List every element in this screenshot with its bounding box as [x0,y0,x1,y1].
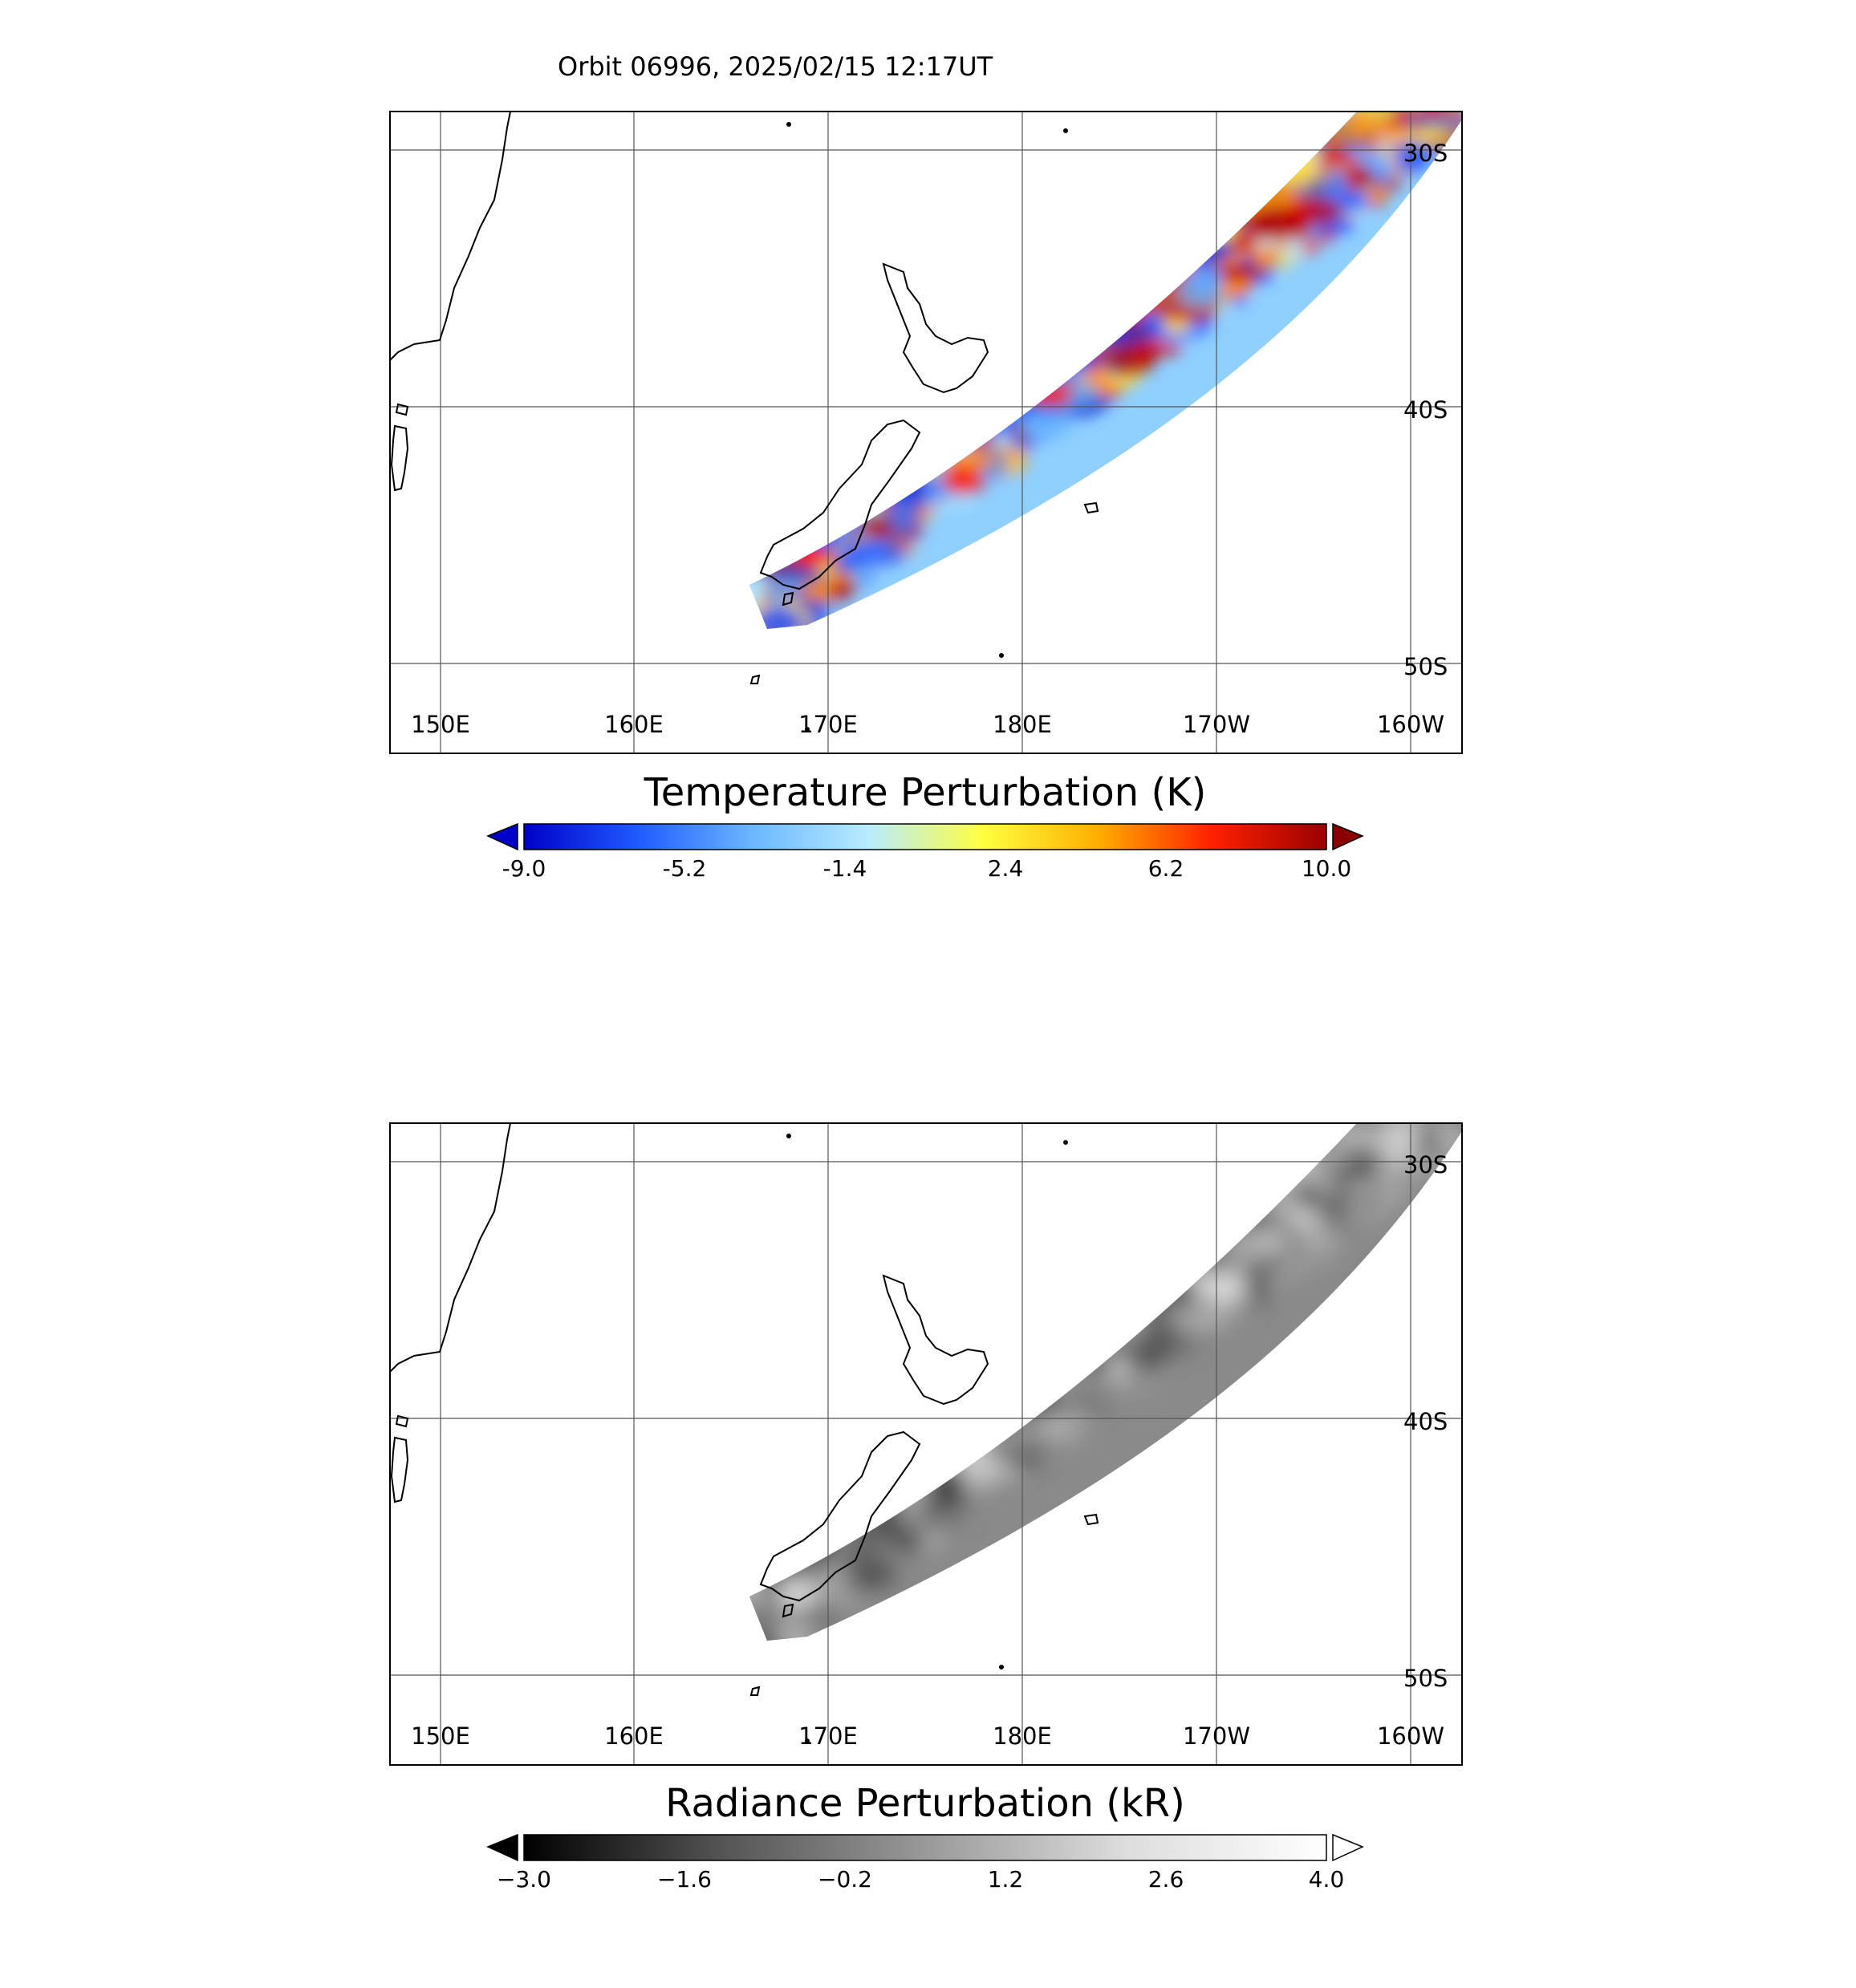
temperature-over-arrow [1332,822,1364,851]
radiance-tick: −1.6 [657,1866,712,1893]
lon-label-150e: 150E [411,711,470,738]
lat-label-40s: 40S [1403,396,1448,424]
lon-label-160e: 160E [604,1722,664,1750]
temperature-under-arrow [486,822,518,851]
temperature-tick: 2.4 [987,855,1024,882]
temperature-tick: 10.0 [1301,855,1352,882]
radiance-tick: −0.2 [818,1866,872,1893]
radiance-tick: 1.2 [987,1866,1024,1893]
temperature-colorbar: Temperature Perturbation (K) -9.0 -5.2 -… [486,770,1364,899]
swathR-texture [749,1123,1462,1641]
temperature-tick: -5.2 [662,855,707,882]
radiance-map [389,1122,1463,1766]
lat-label-50s: 50S [1403,653,1448,680]
radiance-tick: 2.6 [1147,1866,1184,1893]
lat-label-50s: 50S [1403,1665,1448,1692]
temperature-map-panel: 150E 160E 170E 180E 170W 160W 30S 40S 50… [389,111,1463,754]
temperature-tick: -1.4 [822,855,867,882]
radiance-tick: 4.0 [1308,1866,1345,1893]
lon-label-170w: 170W [1182,711,1251,738]
lon-label-170w: 170W [1182,1722,1251,1750]
lat-label-30s: 30S [1403,1151,1448,1179]
temperature-colorbar-fill [523,823,1327,850]
lon-label-160e: 160E [604,711,664,738]
figure-title: Orbit 06996, 2025/02/15 12:17UT [558,51,993,82]
lon-label-170e: 170E [798,711,858,738]
lat-label-40s: 40S [1403,1408,1448,1435]
radiance-over-arrow [1332,1833,1364,1862]
radiance-map-panel: 150E 160E 170E 180E 170W 160W 30S 40S 50… [389,1122,1463,1766]
temperature-colorbar-scale [486,822,1364,851]
map-frame [389,1122,1463,1766]
coastlines [389,111,1099,732]
radiance-colorbar-scale [486,1833,1364,1862]
graticule [390,1123,1462,1765]
temperature-map [389,111,1463,754]
lat-label-30s: 30S [1403,140,1448,167]
swathT-texture [749,112,1462,629]
radiance-colorbar: Radiance Perturbation (kR) −3.0 −1.6 −0.… [486,1781,1364,1909]
lon-label-160w: 160W [1376,1722,1445,1750]
lon-label-150e: 150E [411,1722,470,1750]
temperature-colorbar-title: Temperature Perturbation (K) [644,770,1207,815]
temperature-tick: 6.2 [1147,855,1184,882]
radiance-colorbar-fill [523,1834,1327,1861]
lon-label-180e: 180E [993,1722,1052,1750]
lon-label-160w: 160W [1376,711,1445,738]
coastlines [389,1122,1099,1743]
lon-label-170e: 170E [798,1722,858,1750]
lon-label-180e: 180E [993,711,1052,738]
map-frame [389,111,1463,754]
radiance-colorbar-title: Radiance Perturbation (kR) [665,1781,1185,1826]
radiance-under-arrow [486,1833,518,1862]
temperature-tick: -9.0 [502,855,546,882]
graticule [390,112,1462,753]
radiance-tick: −3.0 [497,1866,551,1893]
